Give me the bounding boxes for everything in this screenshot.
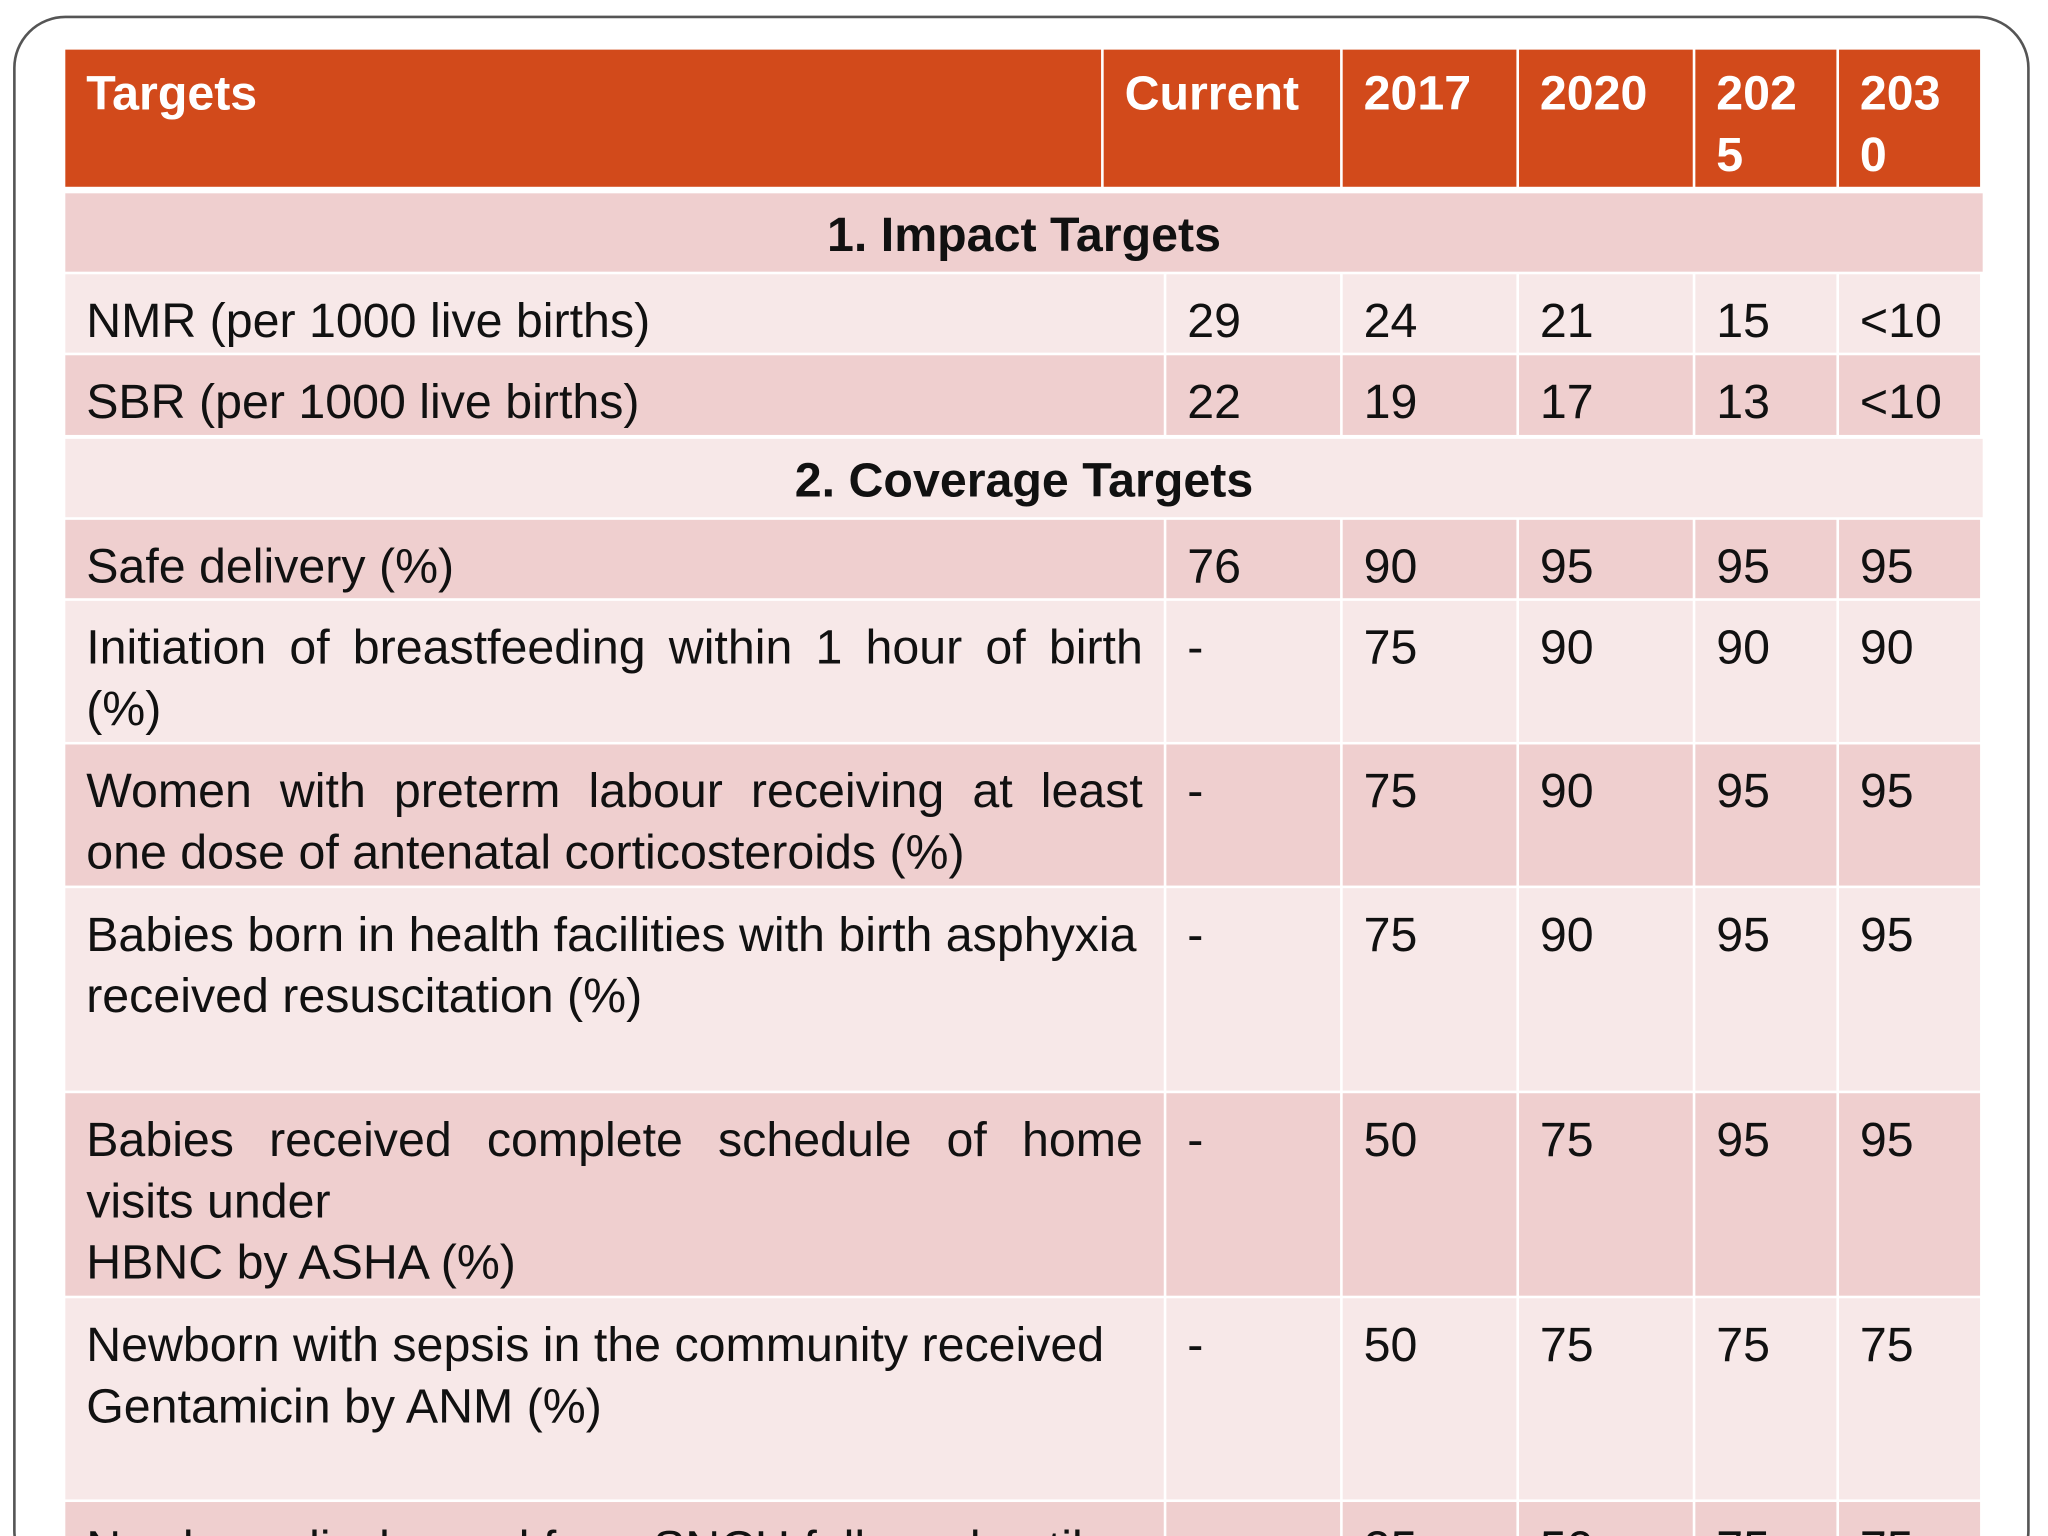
slide-frame xyxy=(13,15,2030,1536)
value-cell: 50 xyxy=(1342,1093,1517,1296)
value-cell: 19 xyxy=(1342,355,1517,435)
header-cell: 2030 xyxy=(1839,49,1981,187)
header-cell: Targets xyxy=(65,49,1102,187)
row-label: Newborn with sepsis in the community rec… xyxy=(65,1298,1164,1500)
value-cell: <10 xyxy=(1839,274,1981,353)
value-cell: 76 xyxy=(1166,519,1341,599)
value-cell: 21 xyxy=(1519,274,1693,353)
value-cell: 75 xyxy=(1839,1502,1981,1536)
value-cell: - xyxy=(1166,1502,1341,1536)
value-cell: 50 xyxy=(1342,1298,1517,1500)
value-cell: 90 xyxy=(1839,600,1981,742)
row-label: Babies born in health facilities with bi… xyxy=(65,888,1164,1091)
value-cell: 75 xyxy=(1342,600,1517,742)
value-cell: 95 xyxy=(1519,519,1693,599)
value-cell: 24 xyxy=(1342,274,1517,353)
value-cell: <10 xyxy=(1839,355,1981,435)
value-cell: - xyxy=(1166,744,1341,886)
row-label: Babies received complete schedule of hom… xyxy=(65,1093,1164,1296)
section-row: 2. Coverage Targets xyxy=(65,438,1983,518)
value-cell: 75 xyxy=(1519,1093,1693,1296)
header-cell: 2017 xyxy=(1342,49,1517,187)
value-cell: 95 xyxy=(1839,1093,1981,1296)
value-cell: 15 xyxy=(1695,274,1837,353)
value-cell: 75 xyxy=(1839,1298,1981,1500)
value-cell: - xyxy=(1166,888,1341,1091)
row-label: Safe delivery (%) xyxy=(65,519,1164,599)
value-cell: - xyxy=(1166,1093,1341,1296)
value-cell: 29 xyxy=(1166,274,1341,353)
value-cell: - xyxy=(1166,600,1341,742)
value-cell: 90 xyxy=(1519,744,1693,886)
value-cell: 95 xyxy=(1695,744,1837,886)
row-label: NMR (per 1000 live births) xyxy=(65,274,1164,353)
value-cell: 75 xyxy=(1695,1502,1837,1536)
value-cell: - xyxy=(1166,1298,1341,1500)
value-cell: 95 xyxy=(1839,519,1981,599)
header-cell: 2025 xyxy=(1695,49,1837,187)
value-cell: 50 xyxy=(1519,1502,1693,1536)
value-cell: 90 xyxy=(1519,600,1693,742)
value-cell: 13 xyxy=(1695,355,1837,435)
row-label: Women with preterm labour receiving at l… xyxy=(65,744,1164,886)
row-label: Initiation of breastfeeding within 1 hou… xyxy=(65,600,1164,742)
value-cell: 25 xyxy=(1342,1502,1517,1536)
header-cell: Current xyxy=(1103,49,1341,187)
value-cell: 90 xyxy=(1519,888,1693,1091)
value-cell: 75 xyxy=(1342,888,1517,1091)
value-cell: 95 xyxy=(1695,1093,1837,1296)
section-row: 1. Impact Targets xyxy=(65,193,1983,272)
value-cell: 75 xyxy=(1342,744,1517,886)
value-cell: 75 xyxy=(1519,1298,1693,1500)
value-cell: 90 xyxy=(1342,519,1517,599)
value-cell: 95 xyxy=(1695,519,1837,599)
value-cell: 95 xyxy=(1695,888,1837,1091)
value-cell: 17 xyxy=(1519,355,1693,435)
value-cell: 75 xyxy=(1695,1298,1837,1500)
value-cell: 22 xyxy=(1166,355,1341,435)
value-cell: 95 xyxy=(1839,888,1981,1091)
value-cell: 95 xyxy=(1839,744,1981,886)
value-cell: 90 xyxy=(1695,600,1837,742)
row-label: SBR (per 1000 live births) xyxy=(65,355,1164,435)
row-label: Newborn discharged from SNCU followed un… xyxy=(65,1502,1164,1536)
header-cell: 2020 xyxy=(1519,49,1693,187)
